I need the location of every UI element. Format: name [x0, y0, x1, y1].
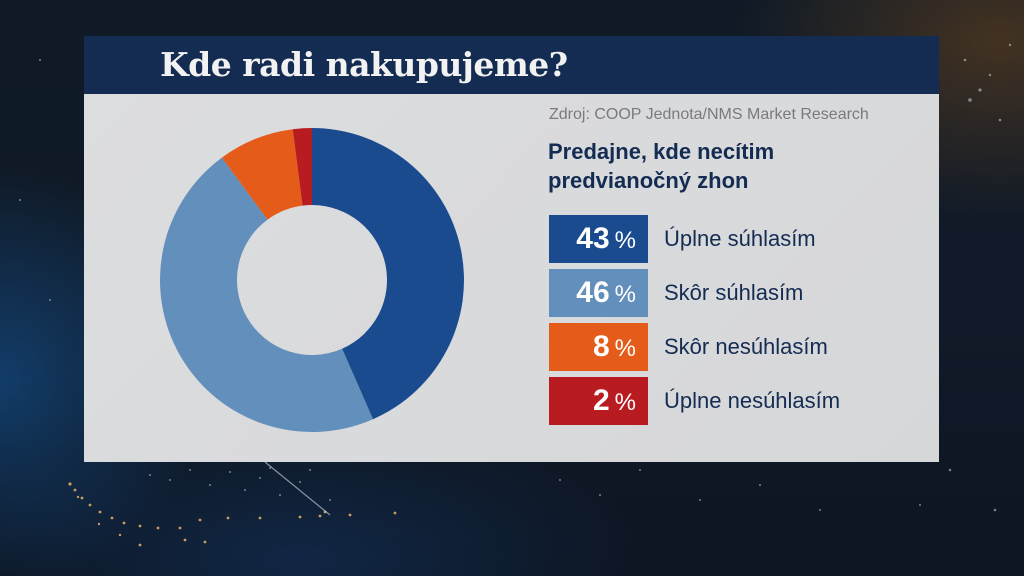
legend-label: Úplne súhlasím	[664, 226, 816, 251]
title-bar: Kde radi nakupujeme?	[84, 36, 939, 94]
legend-label: Úplne nesúhlasím	[664, 388, 841, 413]
legend-unit: %	[614, 281, 636, 308]
legend-unit: %	[614, 335, 636, 362]
donut-chart	[160, 128, 464, 432]
legend-label: Skôr súhlasím	[664, 280, 804, 305]
legend-swatch: 2%	[549, 377, 648, 425]
legend-value: 46	[576, 276, 610, 309]
legend-unit: %	[614, 389, 636, 416]
chart-body: Zdroj: COOP Jednota/NMS Market Research …	[84, 94, 939, 462]
legend-value: 43	[576, 222, 610, 255]
donut-slice	[221, 129, 303, 220]
legend-swatch: 43%	[549, 215, 648, 263]
legend-label: Skôr nesúhlasím	[664, 334, 828, 359]
legend-swatch: 46%	[549, 269, 648, 317]
chart-title: Kde radi nakupujeme?	[160, 45, 568, 84]
legend-value: 2	[592, 384, 610, 417]
infographic-panel: Kde radi nakupujeme? Zdroj: COOP Jednota…	[84, 36, 939, 462]
chart-subtitle: Predajne, kde necítim predvianočný zhon	[548, 139, 775, 193]
donut-slice	[312, 128, 464, 420]
source-note: Zdroj: COOP Jednota/NMS Market Research	[549, 106, 869, 123]
legend-swatch: 8%	[549, 323, 648, 371]
donut-slice	[292, 128, 312, 206]
donut-slice	[160, 157, 373, 432]
legend-value: 8	[592, 330, 610, 363]
legend-unit: %	[614, 227, 636, 254]
